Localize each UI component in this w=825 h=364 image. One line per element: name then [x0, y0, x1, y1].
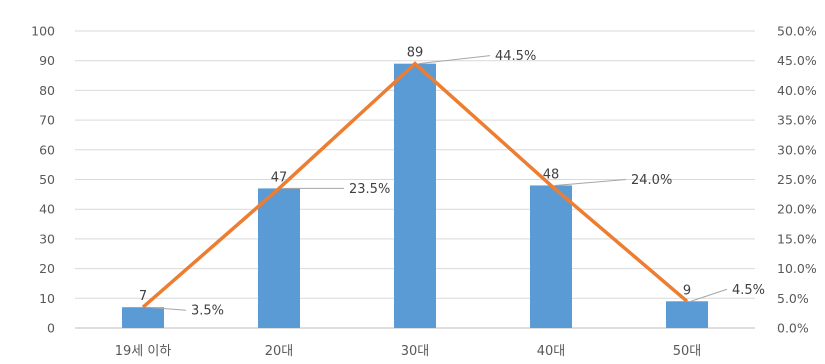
y-tick-label: 60	[39, 142, 55, 157]
x-tick-label: 50대	[673, 344, 702, 359]
y-tick-label: 90	[39, 53, 55, 68]
leader-line	[690, 288, 728, 302]
line-data-label: 24.0%	[631, 173, 672, 188]
bar-data-label: 7	[139, 289, 147, 304]
y2-tick-label: 20.0%	[777, 202, 817, 217]
y-tick-label: 0	[47, 321, 55, 336]
y2-tick-label: 0.0%	[777, 321, 809, 336]
bar	[530, 185, 572, 328]
bar	[666, 301, 708, 328]
y2-tick-label: 5.0%	[777, 291, 809, 306]
bar	[394, 63, 436, 329]
line-data-label: 23.5%	[349, 182, 390, 197]
line-data-label: 44.5%	[495, 49, 536, 64]
leader-line	[554, 178, 627, 186]
y-tick-label: 30	[39, 231, 55, 246]
x-tick-label: 40대	[537, 344, 566, 359]
x-tick-label: 20대	[265, 344, 294, 359]
y2-tick-label: 45.0%	[777, 53, 817, 68]
y2-tick-label: 35.0%	[777, 113, 817, 128]
y2-tick-label: 50.0%	[777, 24, 817, 39]
y-tick-label: 80	[39, 83, 55, 98]
leader-line	[418, 55, 491, 65]
bar-data-label: 9	[683, 283, 691, 298]
leader-line	[146, 306, 187, 311]
bar	[258, 188, 300, 328]
line-data-label: 3.5%	[191, 304, 224, 319]
y2-tick-label: 15.0%	[777, 231, 817, 246]
y-tick-label: 50	[39, 172, 55, 187]
line-data-label: 4.5%	[732, 283, 765, 298]
y-tick-label: 100	[31, 24, 55, 39]
bar-data-label: 89	[407, 46, 424, 61]
y2-tick-label: 40.0%	[777, 83, 817, 98]
bar	[122, 307, 164, 328]
y-tick-label: 20	[39, 261, 55, 276]
series-line	[141, 61, 689, 309]
y2-tick-label: 25.0%	[777, 172, 817, 187]
y-tick-label: 40	[39, 202, 55, 217]
y2-tick-label: 30.0%	[777, 142, 817, 157]
bar-data-label: 48	[543, 167, 560, 182]
x-tick-label: 19세 이하	[115, 344, 172, 359]
y-tick-label: 70	[39, 113, 55, 128]
y-tick-label: 10	[39, 291, 55, 306]
x-tick-label: 30대	[401, 344, 430, 359]
y2-tick-label: 10.0%	[777, 261, 817, 276]
bar-data-label: 47	[271, 170, 288, 185]
